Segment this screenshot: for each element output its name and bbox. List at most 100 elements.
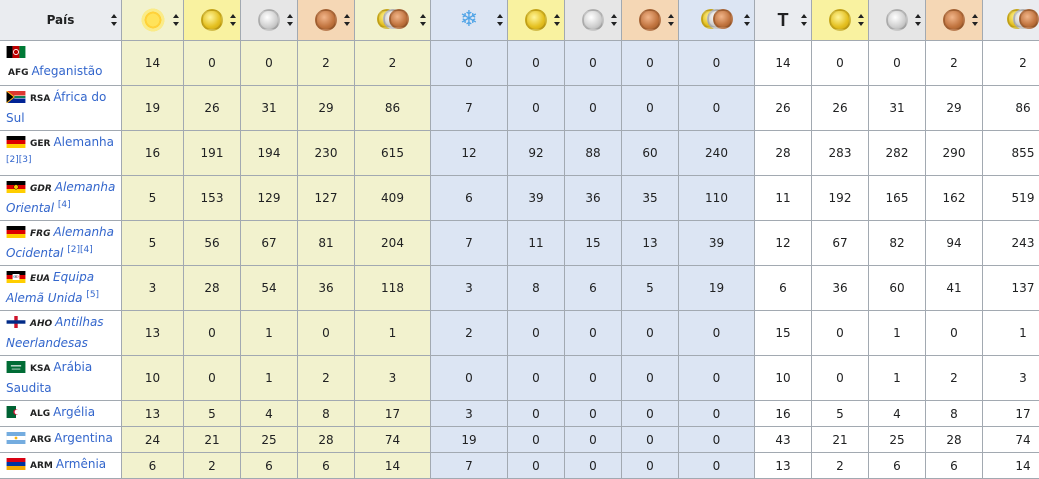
total-gold-cell: 26 [812, 86, 869, 131]
total-games-cell: 14 [755, 41, 812, 86]
sort-icon[interactable] [230, 14, 236, 26]
winter-gold-cell: 8 [508, 266, 565, 311]
total-gold-cell: 67 [812, 221, 869, 266]
sort-icon[interactable] [915, 14, 921, 26]
sort-icon[interactable] [344, 14, 350, 26]
summer-bronze-column-header[interactable] [298, 0, 355, 41]
flag-icon [6, 45, 28, 59]
country-code: RSA [30, 94, 50, 104]
grand-total-cell: 3 [983, 356, 1039, 401]
sort-icon[interactable] [497, 14, 503, 26]
sort-icon[interactable] [173, 14, 179, 26]
grand-total-cell: 17 [983, 401, 1039, 427]
sort-icon[interactable] [744, 14, 750, 26]
summer-games-cell: 5 [122, 176, 184, 221]
reference-note-link[interactable]: [2][4] [67, 245, 93, 255]
summer-games-cell: 5 [122, 221, 184, 266]
sort-icon[interactable] [111, 14, 117, 26]
sort-icon[interactable] [287, 14, 293, 26]
silver-medal-icon [258, 9, 280, 31]
winter-silver-column-header[interactable] [565, 0, 622, 41]
summer-total-cell: 74 [355, 427, 431, 453]
sort-icon[interactable] [611, 14, 617, 26]
reference-note-link[interactable]: [2][3] [6, 155, 32, 165]
total-silver-column-header[interactable] [869, 0, 926, 41]
sort-icon[interactable] [554, 14, 560, 26]
winter-bronze-cell: 0 [622, 41, 679, 86]
sort-icon[interactable] [972, 14, 978, 26]
total-bronze-cell: 162 [926, 176, 983, 221]
flag-icon [6, 135, 28, 149]
total-gold-cell: 0 [812, 311, 869, 356]
summer-bronze-cell: 0 [298, 311, 355, 356]
summer-games-cell: 10 [122, 356, 184, 401]
grand-total-cell: 137 [983, 266, 1039, 311]
total-letter: T [778, 10, 789, 30]
total-games-cell: 26 [755, 86, 812, 131]
flag-icon [6, 180, 28, 194]
winter-games-cell: 2 [431, 311, 508, 356]
winter-total-column-header[interactable] [679, 0, 755, 41]
country-link[interactable]: Afeganistão [32, 64, 103, 78]
country-link[interactable]: Armênia [56, 457, 106, 471]
grand-total-column-header[interactable] [983, 0, 1039, 41]
reference-note-link[interactable]: [4] [58, 200, 71, 210]
summer-bronze-cell: 127 [298, 176, 355, 221]
total-bronze-cell: 2 [926, 356, 983, 401]
winter-bronze-column-header[interactable] [622, 0, 679, 41]
total-bronze-column-header[interactable] [926, 0, 983, 41]
country-code: GER [30, 139, 50, 149]
summer-total-column-header[interactable] [355, 0, 431, 41]
summer-gold-column-header[interactable] [184, 0, 241, 41]
summer-games-cell: 16 [122, 131, 184, 176]
flag-icon [6, 405, 28, 419]
summer-gold-cell: 28 [184, 266, 241, 311]
summer-silver-column-header[interactable] [241, 0, 298, 41]
country-column-header[interactable]: País [0, 0, 122, 41]
winter-games-cell: 19 [431, 427, 508, 453]
total-bronze-cell: 290 [926, 131, 983, 176]
winter-total-cell: 19 [679, 266, 755, 311]
total-gold-cell: 21 [812, 427, 869, 453]
winter-silver-cell: 36 [565, 176, 622, 221]
summer-games-column-header[interactable] [122, 0, 184, 41]
country-link[interactable]: Argentina [54, 431, 113, 445]
grand-total-cell: 243 [983, 221, 1039, 266]
all-medals-icon [701, 9, 733, 31]
sort-icon[interactable] [801, 14, 807, 26]
snowflake-icon: ❄ [460, 7, 478, 32]
total-games-column-header[interactable]: T [755, 0, 812, 41]
total-silver-cell: 31 [869, 86, 926, 131]
grand-total-cell: 86 [983, 86, 1039, 131]
country-code: ARM [30, 461, 53, 471]
total-silver-cell: 60 [869, 266, 926, 311]
winter-gold-cell: 11 [508, 221, 565, 266]
country-link[interactable]: Argélia [53, 405, 95, 419]
reference-note-link[interactable]: [5] [86, 290, 99, 300]
total-games-cell: 12 [755, 221, 812, 266]
flag-icon [6, 315, 28, 329]
sort-icon[interactable] [420, 14, 426, 26]
sort-icon[interactable] [668, 14, 674, 26]
winter-gold-column-header[interactable] [508, 0, 565, 41]
winter-games-column-header[interactable]: ❄ [431, 0, 508, 41]
winter-total-cell: 0 [679, 427, 755, 453]
summer-total-cell: 204 [355, 221, 431, 266]
total-gold-column-header[interactable] [812, 0, 869, 41]
sort-icon[interactable] [858, 14, 864, 26]
country-code: ALG [30, 409, 50, 419]
total-gold-cell: 0 [812, 41, 869, 86]
winter-silver-cell: 0 [565, 401, 622, 427]
all-medals-icon [377, 9, 409, 31]
country-code: AHO [30, 319, 52, 329]
country-link[interactable]: Alemanha [53, 135, 114, 149]
